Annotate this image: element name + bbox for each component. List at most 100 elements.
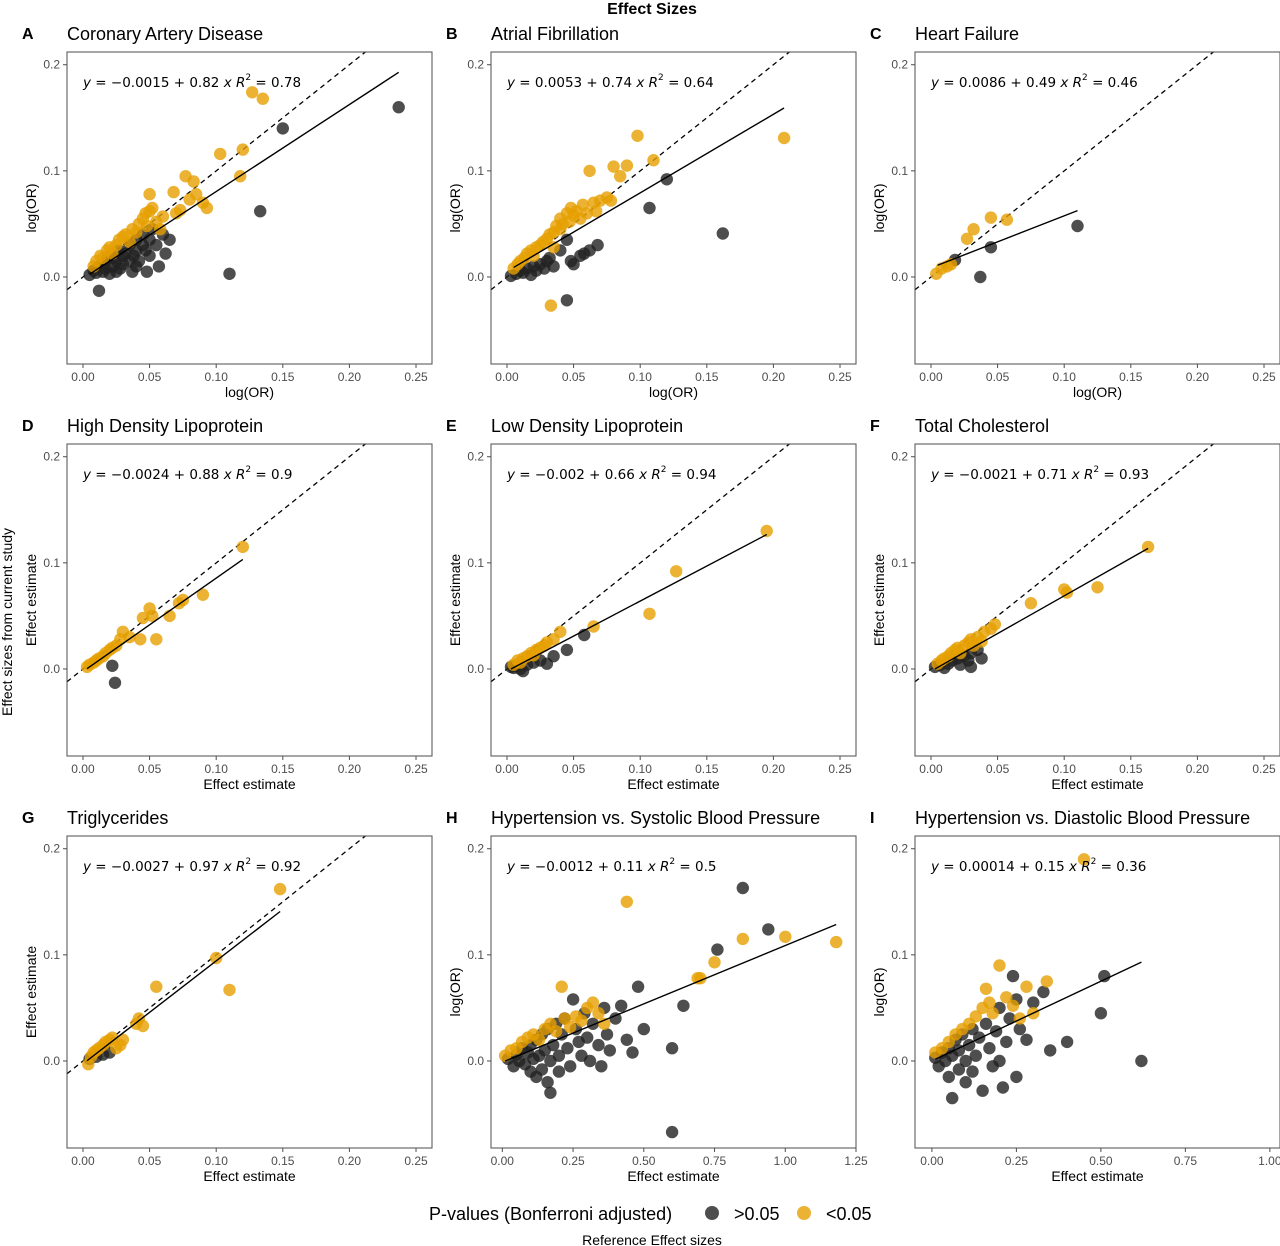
point-nonsignificant	[1135, 1054, 1148, 1068]
y-tick-label: 0.0	[467, 270, 484, 284]
x-tick-label: 1.25	[844, 1154, 868, 1168]
x-tick-label: 0.00	[491, 1154, 515, 1168]
y-tick-label: 0.0	[467, 662, 484, 676]
y-tick-label: 0.0	[467, 1054, 484, 1068]
point-nonsignificant	[581, 1031, 594, 1044]
y-tick-label: 0.0	[43, 270, 60, 284]
panel-frame	[490, 835, 857, 1149]
regression-equation: y = −0.0012 + 0.11 x R2 = 0.5	[506, 857, 716, 875]
x-axis-title: Effect estimate	[1051, 1168, 1144, 1184]
point-nonsignificant	[959, 1076, 972, 1089]
x-tick-label: 0.20	[1186, 370, 1210, 384]
x-tick-label: 0.15	[695, 762, 719, 776]
point-nonsignificant	[159, 247, 172, 260]
point-significant	[236, 540, 249, 554]
x-axis-title: Effect estimate	[627, 776, 720, 792]
point-significant	[134, 633, 147, 646]
point-significant	[779, 930, 792, 943]
point-significant	[777, 131, 791, 145]
panel-h: H Hypertension vs. Systolic Blood Pressur…	[446, 808, 868, 1184]
point-significant	[979, 982, 993, 995]
identity-line	[915, 52, 1215, 291]
y-axis-title: log(OR)	[447, 967, 463, 1016]
point-nonsignificant	[1037, 985, 1050, 999]
point-nonsignificant	[983, 1042, 996, 1055]
legend: P-values (Bonferroni adjusted) >0.05 <0.…	[429, 1204, 872, 1224]
point-nonsignificant	[1027, 996, 1040, 1009]
x-tick-label: 0.15	[271, 1154, 295, 1168]
x-axis-title: log(OR)	[1073, 384, 1122, 400]
panels-group: A Coronary Artery Disease 0.00 0.05 0.10 0.15…	[22, 24, 1280, 1184]
x-tick-label: 0.75	[703, 1154, 727, 1168]
point-nonsignificant	[223, 267, 236, 280]
regression-equation: y = −0.0021 + 0.71 x R2 = 0.93	[930, 465, 1149, 483]
point-nonsignificant	[1044, 1044, 1057, 1057]
point-nonsignificant	[552, 1049, 566, 1062]
point-nonsignificant	[975, 652, 988, 665]
x-tick-label: 0.05	[138, 370, 162, 384]
x-tick-label: 0.20	[762, 370, 786, 384]
x-tick-label: 0.15	[695, 370, 719, 384]
point-significant	[575, 1014, 588, 1027]
point-significant	[256, 92, 269, 105]
identity-line	[67, 444, 367, 683]
x-tick-label: 0.05	[562, 370, 586, 384]
legend-key-significant	[797, 1206, 811, 1220]
x-tick-label: 0.15	[271, 370, 295, 384]
point-nonsignificant	[1000, 1035, 1013, 1049]
point-significant	[143, 188, 156, 201]
point-significant	[187, 175, 200, 188]
point-significant	[106, 1031, 119, 1044]
panel-frame	[66, 51, 433, 365]
point-significant	[136, 1019, 150, 1033]
regression-line	[86, 910, 281, 1062]
point-nonsignificant	[1060, 1035, 1074, 1049]
y-axis-title: log(OR)	[447, 183, 463, 232]
x-tick-label: 0.25	[828, 370, 852, 384]
x-tick-label: 0.25	[1252, 762, 1276, 776]
point-significant	[146, 201, 159, 215]
point-nonsignificant	[547, 260, 560, 273]
x-tick-label: 0.75	[1174, 1154, 1198, 1168]
point-significant	[631, 129, 644, 142]
point-nonsignificant	[583, 1054, 597, 1068]
panel-g: G Triglycerides 0.00 0.05 0.10 0.15 0.20 0.25 0.…	[22, 808, 433, 1184]
x-tick-label: 0.25	[828, 762, 852, 776]
plot-area	[491, 52, 791, 312]
panel-frame	[490, 443, 857, 757]
x-tick-label: 0.10	[205, 370, 229, 384]
point-nonsignificant	[974, 270, 987, 284]
panel-a: A Coronary Artery Disease 0.00 0.05 0.10 0.15…	[22, 24, 433, 400]
point-significant	[983, 996, 996, 1009]
panel-title: Total Cholesterol	[915, 416, 1049, 436]
y-tick-label: 0.1	[43, 164, 60, 178]
plot-area	[67, 836, 367, 1075]
point-significant	[246, 86, 259, 99]
plot-area	[67, 444, 367, 689]
y-tick-label: 0.0	[891, 662, 908, 676]
x-tick-label: 0.00	[919, 762, 943, 776]
plot-area	[498, 881, 843, 1139]
figure-title: Effect Sizes	[607, 1, 697, 18]
point-nonsignificant	[959, 1054, 972, 1068]
y-tick-label: 0.2	[467, 842, 484, 856]
x-tick-label: 0.15	[271, 762, 295, 776]
point-nonsignificant	[603, 1044, 616, 1057]
point-significant	[604, 194, 618, 207]
point-nonsignificant	[392, 101, 405, 114]
x-tick-label: 0.05	[986, 370, 1010, 384]
point-nonsignificant	[979, 1017, 993, 1030]
panel-label: D	[22, 418, 34, 435]
point-nonsignificant	[716, 227, 729, 240]
point-significant	[984, 211, 998, 224]
identity-line	[491, 444, 791, 683]
panel-frame	[914, 51, 1280, 365]
panel-title: Triglycerides	[67, 808, 168, 828]
x-tick-label: 0.05	[138, 1154, 162, 1168]
y-axis-title: log(OR)	[871, 967, 887, 1016]
y-tick-label: 0.2	[467, 58, 484, 72]
x-tick-label: 0.20	[1186, 762, 1210, 776]
panel-frame	[490, 51, 857, 365]
point-nonsignificant	[108, 676, 122, 689]
